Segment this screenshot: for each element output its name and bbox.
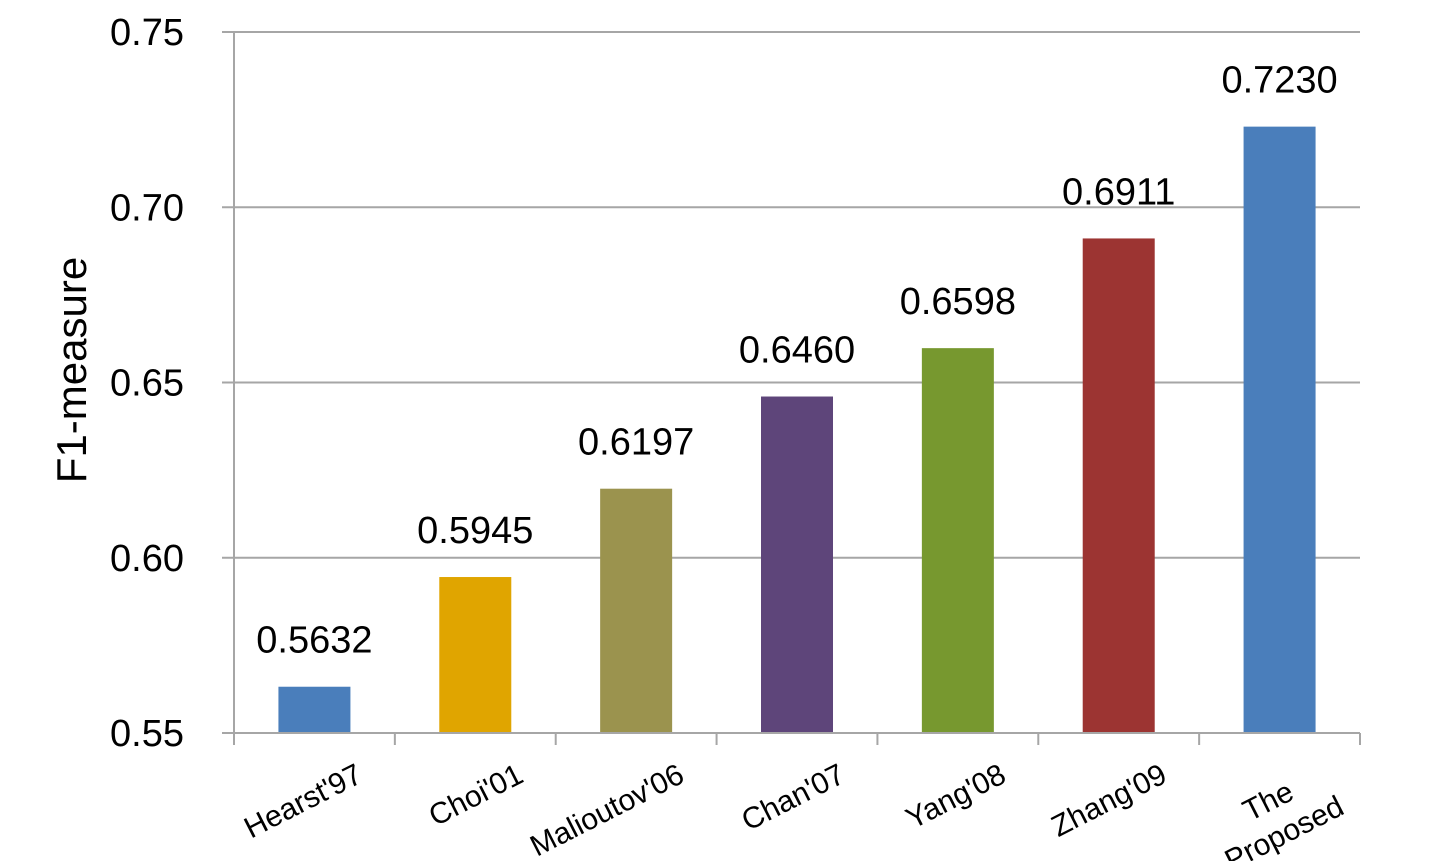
data-label: 0.6460 [739,330,855,372]
bar [1243,126,1316,733]
x-category-label: Zhang'09 [1046,758,1172,844]
y-tick-label: 0.75 [110,12,184,54]
x-category-label: Choi'01 [424,758,529,833]
y-axis-title: F1-measure [48,257,95,483]
bars [278,126,1316,733]
bar [600,488,673,733]
x-category-label: Hearst'97 [239,758,368,845]
y-tick-label: 0.55 [110,713,184,755]
data-label: 0.5945 [417,510,533,552]
x-category-label: Malioutov'06 [525,758,689,861]
y-tick-label: 0.65 [110,363,184,405]
data-label: 0.6598 [900,281,1016,323]
bar [921,348,994,733]
x-category-label: Yang'08 [901,758,1011,836]
y-tick-label: 0.70 [110,187,184,229]
data-label: 0.5632 [256,620,372,662]
data-label: 0.6911 [1062,171,1175,213]
bar [1082,238,1155,733]
axes [222,31,1361,745]
data-label: 0.6197 [578,422,694,464]
bar [439,577,512,733]
y-tick-label: 0.60 [110,538,184,580]
x-category-label: TheProposed [1203,758,1349,861]
x-category-label: Chan'07 [736,758,850,838]
data-label: 0.7230 [1221,60,1337,102]
bar [761,396,833,733]
bar [278,686,351,733]
